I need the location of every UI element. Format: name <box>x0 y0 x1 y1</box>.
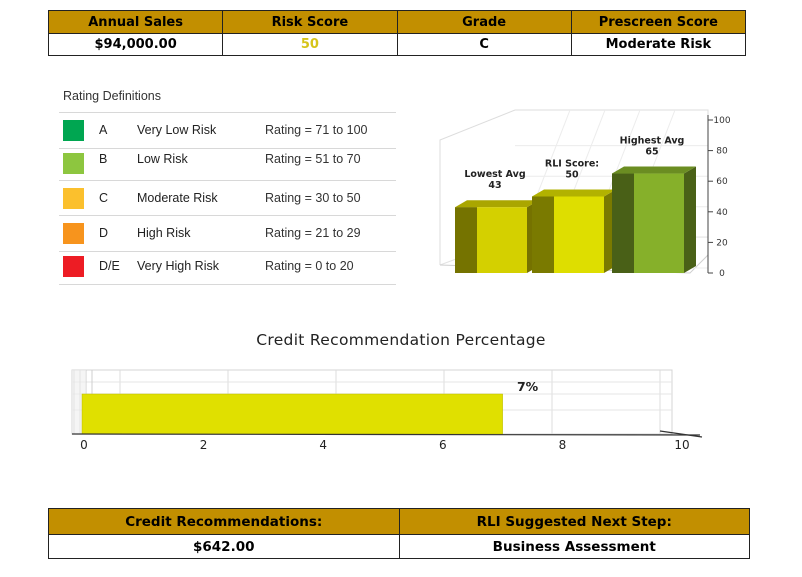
bar-value-label: 65 <box>645 147 658 158</box>
y-tick-label: 60 <box>716 177 728 187</box>
credit-x-tick-label: 2 <box>200 438 208 452</box>
recommendation-table: Credit Recommendations: RLI Suggested Ne… <box>48 508 750 559</box>
recommendation-value-row: $642.00 Business Assessment <box>48 534 750 559</box>
bar-value-label: 43 <box>488 180 501 191</box>
bar-shadow <box>532 196 554 273</box>
summary-header-row: Annual Sales Risk Score Grade Prescreen … <box>47 10 747 34</box>
legend-grade: D/E <box>99 259 120 273</box>
grade-header: Grade <box>396 10 572 34</box>
legend-label: Very Low Risk <box>137 123 217 137</box>
y-tick-label: 20 <box>716 238 728 248</box>
legend-range: Rating = 21 to 29 <box>265 226 361 240</box>
bar-top <box>455 200 539 208</box>
credit-recommendations-header: Credit Recommendations: <box>48 508 400 535</box>
credit-bars: 7% <box>81 379 539 435</box>
legend-range: Rating = 0 to 20 <box>265 259 354 273</box>
credit-x-axis-line <box>71 433 701 436</box>
bar-shadow <box>455 207 477 273</box>
credit-x-tick-label: 4 <box>319 438 327 452</box>
legend-label: Very High Risk <box>137 259 219 273</box>
annual-sales-value: $94,000.00 <box>47 33 224 56</box>
credit-x-tick-label: 0 <box>80 438 88 452</box>
chart-y-axis: 0 20 40 60 80 100 <box>707 115 731 279</box>
credit-recommendation-chart: 7% 0 2 4 6 8 10 <box>71 369 703 452</box>
summary-value-row: $94,000.00 50 C Moderate Risk <box>47 33 747 56</box>
legend-row-de: D/E Very High Risk Rating = 0 to 20 <box>59 253 396 283</box>
rating-swatch-b <box>63 153 84 174</box>
credit-x-axis: 0 2 4 6 8 10 <box>71 430 703 452</box>
y-tick-label: 100 <box>713 116 730 126</box>
rating-swatch-d <box>63 223 84 244</box>
bar-category-label: Highest Avg <box>620 136 685 147</box>
rating-swatch-a <box>63 120 84 141</box>
bar-category-label: Lowest Avg <box>464 169 525 180</box>
legend-row-b: B Low Risk Rating = 51 to 70 <box>59 149 396 179</box>
summary-table: Annual Sales Risk Score Grade Prescreen … <box>47 10 747 56</box>
legend-range: Rating = 30 to 50 <box>265 191 361 205</box>
legend-divider <box>59 148 396 149</box>
credit-chart-title: Credit Recommendation Percentage <box>256 331 546 349</box>
credit-value-label: 7% <box>517 379 539 394</box>
credit-recommendation-value: $642.00 <box>48 534 400 559</box>
bar-side <box>684 166 696 273</box>
rating-definitions-title: Rating Definitions <box>63 89 161 103</box>
y-tick-label: 0 <box>719 269 725 279</box>
legend-divider <box>59 251 396 252</box>
legend-divider <box>59 284 396 285</box>
next-step-header: RLI Suggested Next Step: <box>398 508 750 535</box>
legend-range: Rating = 51 to 70 <box>265 152 361 166</box>
legend-label: High Risk <box>137 226 191 240</box>
legend-grade: C <box>99 191 109 205</box>
rating-swatch-c <box>63 188 84 209</box>
grade-value: C <box>396 33 572 56</box>
legend-grade: A <box>99 123 108 137</box>
bar-category-label: RLI Score: <box>545 159 599 170</box>
bar-shadow <box>612 173 634 273</box>
legend-label: Low Risk <box>137 152 188 166</box>
bar-top <box>532 189 616 197</box>
y-tick-label: 80 <box>716 147 728 157</box>
y-tick-label: 40 <box>716 208 728 218</box>
legend-row-a: A Very Low Risk Rating = 71 to 100 <box>59 117 396 147</box>
risk-score-header: Risk Score <box>222 10 398 34</box>
legend-row-c: C Moderate Risk Rating = 30 to 50 <box>59 186 396 216</box>
prescreen-score-header: Prescreen Score <box>570 10 747 34</box>
bar-top <box>612 166 696 174</box>
legend-row-d: D High Risk Rating = 21 to 29 <box>59 221 396 251</box>
credit-x-tick-label: 10 <box>674 438 689 452</box>
credit-axis-arrow <box>659 430 703 438</box>
risk-score-value: 50 <box>222 33 398 56</box>
annual-sales-header: Annual Sales <box>47 10 224 34</box>
legend-divider <box>59 215 396 216</box>
rating-swatch-de <box>63 256 84 277</box>
legend-grade: B <box>99 152 108 166</box>
bar-value-label: 50 <box>565 170 579 181</box>
legend-divider <box>59 112 396 113</box>
next-step-value: Business Assessment <box>398 534 750 559</box>
legend-divider <box>59 180 396 181</box>
recommendation-header-row: Credit Recommendations: RLI Suggested Ne… <box>48 508 750 535</box>
legend-grade: D <box>99 226 109 240</box>
legend-range: Rating = 71 to 100 <box>265 123 368 137</box>
prescreen-score-value: Moderate Risk <box>570 33 747 56</box>
credit-x-tick-label: 6 <box>439 438 447 452</box>
credit-x-tick-label: 8 <box>559 438 567 452</box>
credit-bar <box>81 393 503 435</box>
legend-label: Moderate Risk <box>137 191 218 205</box>
